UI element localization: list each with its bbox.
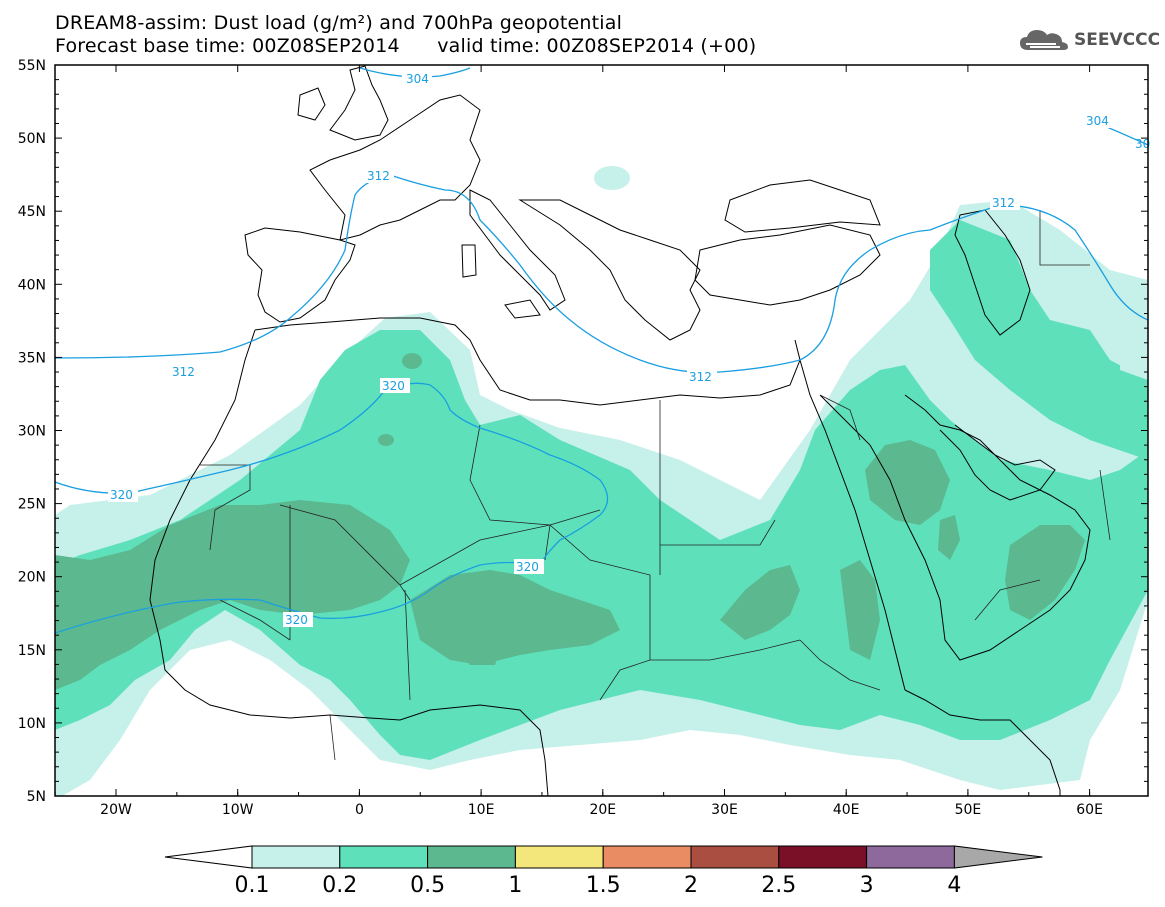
lon-label: 10W: [222, 802, 254, 818]
coastline-black-sea: [724, 179, 881, 233]
contour-labels: 304 304 30 312 312 312 312 320 320 320 3…: [108, 71, 1150, 627]
geopotential-contours: [55, 67, 1148, 634]
colorbar-swatch: [866, 845, 955, 869]
colorbar-label: 1: [508, 873, 522, 898]
dust-level-0.1-north: [1120, 330, 1148, 380]
logo-text: SEEVCCC: [1074, 30, 1161, 50]
coastline-red-sea: [799, 359, 906, 691]
coastline-horn: [904, 689, 1061, 796]
chart-title: DREAM8-assim: Dust load (g/m²) and 700hP…: [55, 12, 623, 34]
dust-level-0.5: [402, 353, 422, 369]
contour-label: 320: [110, 488, 133, 502]
contour-label: 30: [1135, 137, 1150, 151]
coastline-britain: [329, 65, 389, 141]
colorbar-swatch: [427, 845, 516, 869]
dust-level-0.5: [720, 565, 800, 640]
lon-label: 0: [355, 802, 364, 818]
colorbar-low-arrow: [164, 845, 253, 869]
colorbar-label: 2.5: [761, 873, 796, 898]
coastline-west-africa: [149, 329, 549, 796]
colorbar-label: 2: [684, 873, 698, 898]
colorbar-high-arrow: [953, 845, 1043, 869]
coastline-arabia: [819, 394, 1091, 661]
colorbar-label: 0.2: [322, 873, 357, 898]
border-lines: [200, 210, 1111, 761]
coastline-turkey: [694, 224, 881, 306]
lon-label: 20E: [589, 802, 616, 818]
contour-label: 304: [1086, 114, 1109, 128]
coastline-sicily: [504, 299, 541, 319]
dust-level-0.5: [55, 500, 410, 690]
seevccc-logo: SEEVCCC: [1018, 26, 1160, 54]
lat-label: 35N: [18, 350, 46, 366]
colorbar-swatch: [251, 845, 341, 869]
contour-label: 312: [689, 370, 712, 384]
lon-label: 60E: [1076, 802, 1103, 818]
colorbar-label: 3: [860, 873, 874, 898]
dust-fields: [55, 166, 1148, 796]
contour-label: 312: [367, 169, 390, 183]
colorbar-swatch: [339, 845, 429, 869]
lon-label: 50E: [955, 802, 982, 818]
dust-patch: [594, 166, 630, 190]
colorbar-label: 4: [947, 873, 961, 898]
coastlines: [149, 65, 1111, 796]
lon-label: 20W: [100, 802, 132, 818]
contour-label: 320: [285, 613, 308, 627]
coastline-ireland: [297, 87, 326, 121]
lon-label: 30E: [711, 802, 738, 818]
dust-level-0.5: [378, 434, 394, 446]
contour-304: [359, 67, 471, 78]
contour-label: 304: [406, 72, 429, 86]
latitude-axis: 55N 50N 45N 40N 35N 30N 25N 20N 15N 10N 5N: [18, 58, 1148, 805]
lat-label: 30N: [18, 424, 46, 440]
dust-level-0.5: [865, 440, 950, 525]
dust-level-0.5: [410, 570, 620, 665]
lat-label: 25N: [18, 497, 46, 513]
dust-level-0.5: [840, 560, 880, 660]
lat-label: 5N: [27, 789, 46, 805]
lat-label: 50N: [18, 131, 46, 147]
contour-312: [55, 174, 1148, 374]
coastline-persian-gulf: [939, 424, 1056, 501]
dust-level-0.2: [55, 330, 1148, 760]
contour-label: 320: [516, 560, 539, 574]
dust-level-0.5: [938, 515, 960, 560]
dust-level-0.5: [460, 640, 500, 665]
lat-label: 55N: [18, 58, 46, 74]
coastline-sardinia: [461, 244, 477, 278]
colorbar-swatch: [602, 845, 692, 869]
coastline-caspian: [954, 209, 1031, 336]
lat-label: 10N: [18, 716, 46, 732]
cloud-icon: [1020, 30, 1068, 50]
colorbar-swatch: [690, 845, 780, 869]
contour-label: 312: [172, 365, 195, 379]
contour-label: 312: [992, 196, 1015, 210]
dust-level-0.2-north: [930, 220, 1148, 460]
coastline-italy: [469, 189, 566, 311]
colorbar-swatch: [514, 845, 604, 869]
coastline-france: [309, 94, 481, 241]
colorbar: 0.1 0.2 0.5 1 1.5 2 2.5 3 4: [164, 845, 1043, 898]
lat-label: 40N: [18, 277, 46, 293]
lat-label: 15N: [18, 643, 46, 659]
lat-label: 20N: [18, 570, 46, 586]
coastline-balkans: [518, 199, 701, 341]
colorbar-swatch: [778, 845, 868, 869]
colorbar-label: 0.1: [235, 873, 270, 898]
longitude-axis: 20W 10W 0 10E 20E 30E 40E 50E 60E: [54, 65, 1103, 818]
contour-320: [55, 382, 609, 634]
lon-label: 10E: [468, 802, 495, 818]
chart-subtitle: Forecast base time: 00Z08SEP2014 valid t…: [55, 35, 757, 57]
colorbar-label: 1.5: [586, 873, 621, 898]
dust-level-0.5: [1005, 525, 1085, 620]
coastline-north-africa: [254, 317, 801, 406]
lat-label: 45N: [18, 204, 46, 220]
contour-label: 320: [382, 379, 405, 393]
lon-label: 40E: [833, 802, 860, 818]
colorbar-label: 0.5: [410, 873, 445, 898]
coastline-iberia: [244, 227, 356, 323]
